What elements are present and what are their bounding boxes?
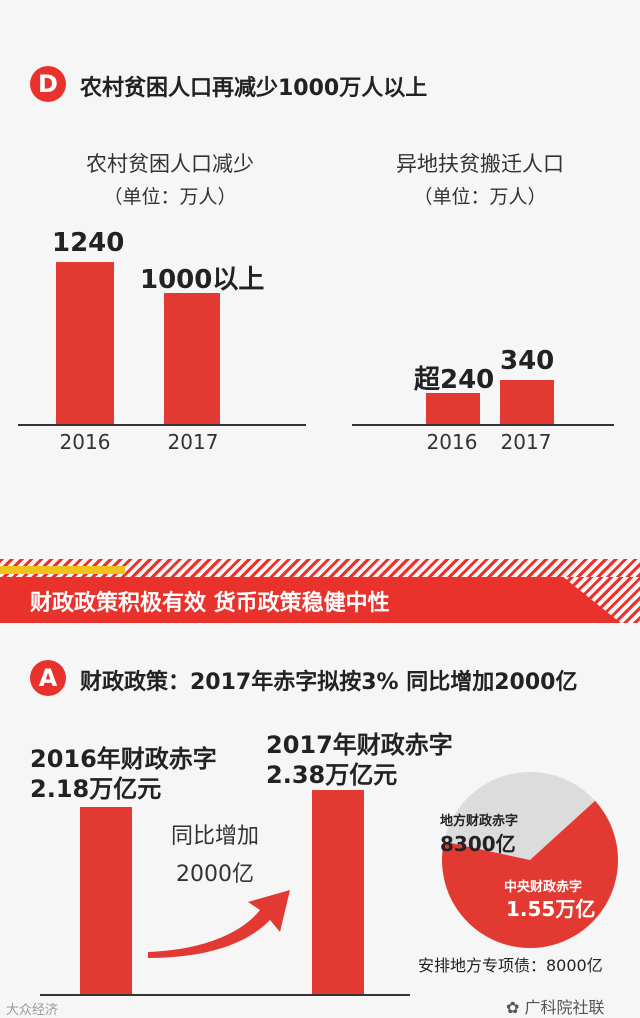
section-a-badge-letter: A [38,664,58,692]
chart1-unit: （单位：万人） [103,186,237,208]
pie-central-value: 1.55万亿 [506,897,596,921]
pie-local-label: 地方财政赤字 [440,814,519,829]
label-2017-line1: 2017年财政赤字 [266,731,453,759]
banner-title: 财政政策积极有效 货币政策稳健中性 [30,591,390,616]
chart2-title: 异地扶贫搬迁人口 [396,152,564,176]
chart2-axis [352,424,614,426]
pie-local-value: 8300亿 [440,832,516,856]
banner-stripes [0,559,640,577]
chart2-tick-2016: 2016 [426,430,478,454]
chart1-bar-2016 [56,262,114,424]
banner-yellow-strip [0,566,125,574]
chart1-value-2016: 1240 [52,228,125,258]
chart1-tick-2016: 2016 [59,430,111,454]
deficit-axis [40,994,410,996]
section-d-badge-letter: D [38,70,58,98]
increase-line1: 同比增加 [170,824,259,849]
chart1-bar-2017 [164,293,220,424]
section-a-badge: A [30,660,66,696]
pie-slice-local [443,772,596,860]
label-2016-line1: 2016年财政赤字 [30,745,217,773]
watermark-right-text: 广科院社联 [524,998,605,1017]
section-a-title: 财政政策：2017年赤字拟按3% 同比增加2000亿 [80,670,578,695]
deficit-bar-2016 [80,807,132,994]
chart2-value-2017: 340 [500,345,555,376]
banner-background [0,577,621,623]
increase-arrow-icon [148,890,290,958]
chart1-tick-2017: 2017 [167,430,219,454]
chart1-axis [18,424,306,426]
chart1-title: 农村贫困人口减少 [86,152,254,176]
watermark-right: ✿ 广科院社联 [506,994,605,1018]
label-2016-line2: 2.18万亿元 [30,775,162,803]
deficit-pie-chart [442,772,618,948]
special-bond-note: 安排地方专项债：8000亿 [418,956,603,975]
watermark-left: 大众经济 [6,1003,59,1018]
wechat-icon: ✿ [506,998,525,1017]
chart2-bar-2016 [426,392,480,424]
chart1-value-2017: 1000以上 [140,265,265,296]
pie-slice-central [442,800,618,948]
pie-central-label: 中央财政赤字 [504,880,583,895]
increase-line2: 2000亿 [176,862,254,887]
chart2-bar-2017 [500,379,554,424]
section-d-title: 农村贫困人口再减少1000万人以上 [80,76,428,101]
section-d-badge: D [30,66,66,102]
chart2-unit: （单位：万人） [413,186,547,208]
label-2017-line2: 2.38万亿元 [266,761,398,789]
chart2-value-2016: 超240 [414,364,495,395]
deficit-bar-2017 [312,790,364,994]
chart2-tick-2017: 2017 [500,430,552,454]
